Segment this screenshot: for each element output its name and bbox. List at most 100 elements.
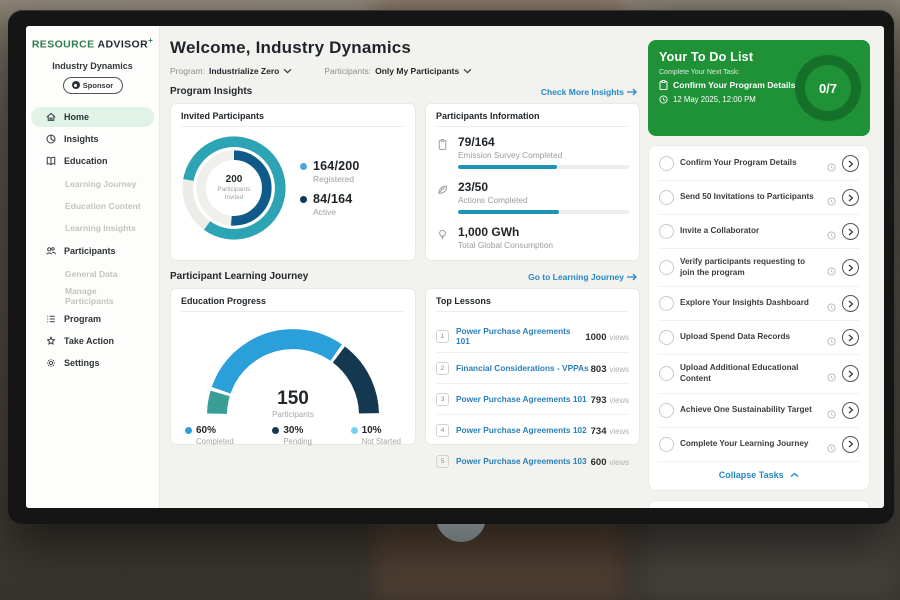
lesson-link[interactable]: Financial Considerations - VPPAs	[456, 363, 589, 373]
todo-open-button[interactable]	[842, 223, 859, 240]
sidebar-item-education-content[interactable]: Education Content	[31, 197, 154, 215]
sidebar-item-participants[interactable]: Participants	[31, 241, 154, 261]
lesson-link[interactable]: Power Purchase Agreements 103	[456, 456, 587, 466]
sidebar-item-learning-journey[interactable]: Learning Journey	[31, 175, 154, 193]
lesson-link[interactable]: Power Purchase Agreements 102	[456, 425, 587, 435]
education-progress-card: Education Progress 150 Participants 60% C…	[170, 288, 416, 446]
info-icon	[827, 227, 836, 240]
actions-icon	[436, 183, 450, 197]
sidebar-item-insights[interactable]: Insights	[31, 129, 154, 149]
sidebar-item-label: Program	[64, 313, 102, 324]
todo-item-explore-your-insights-dashboard: Explore Your Insights Dashboard	[658, 287, 860, 322]
info-icon	[827, 333, 836, 346]
sidebar-item-take-action[interactable]: Take Action	[31, 331, 154, 351]
todo-due-date: 12 May 2025, 12:00 PM	[659, 95, 859, 104]
todo-checkbox[interactable]	[659, 260, 674, 276]
legend-value: 60%	[196, 425, 217, 436]
legend-value: 10%	[361, 425, 382, 436]
sidebar-item-label: Insights	[64, 133, 99, 144]
sidebar-item-settings[interactable]: Settings	[31, 353, 154, 373]
todo-item-label: Upload Additional Educational Content	[680, 363, 799, 383]
todo-title: Your To Do List	[659, 50, 754, 64]
chevron-right-icon	[848, 194, 853, 201]
todo-open-button[interactable]	[842, 295, 859, 313]
todo-item-upload-additional-educational-content: Upload Additional Educational Content	[658, 355, 860, 394]
participants-information-title: Participants Information	[436, 111, 629, 127]
filter-participants[interactable]: Participants: Only My Participants	[324, 66, 472, 76]
legend-dot	[300, 162, 307, 170]
sidebar-item-general-data[interactable]: General Data	[31, 265, 154, 283]
todo-item-send-50-invitations-to-participants: Send 50 Invitations to Participants	[658, 181, 860, 215]
todo-checkbox[interactable]	[659, 402, 674, 418]
clock-icon	[659, 95, 668, 104]
todo-checkbox[interactable]	[659, 296, 674, 312]
gauge-center: 150 Participants	[198, 389, 388, 419]
sidebar-item-label: Learning Journey	[65, 178, 137, 189]
sidebar-item-manage-participants[interactable]: Manage Participants	[31, 286, 154, 306]
todo-open-button[interactable]	[842, 155, 859, 172]
stat-emission-survey-completed: 79/164 Emission Survey Completed	[436, 135, 629, 169]
program-insights-title: Program Insights	[170, 86, 253, 97]
education-legend-not-started: 10% Not Started	[350, 425, 401, 446]
todo-checkbox[interactable]	[659, 330, 674, 346]
todo-checkbox[interactable]	[659, 366, 674, 382]
todo-open-button[interactable]	[842, 365, 859, 383]
todo-item-label: Confirm Your Program Details	[680, 158, 797, 168]
brand-primary: RESOURCE	[31, 38, 95, 51]
sidebar-item-education[interactable]: Education	[31, 151, 154, 171]
go-to-learning-journey-link[interactable]: Go to Learning Journey	[528, 272, 638, 282]
todo-item-complete-your-learning-journey: Complete Your Learning Journey	[658, 428, 860, 462]
legend-value: 30%	[283, 425, 304, 436]
filter-label: Program:	[170, 66, 205, 76]
collapse-tasks-link[interactable]: Collapse Tasks	[658, 462, 860, 489]
filter-program[interactable]: Program: Industrialize Zero	[170, 66, 292, 76]
sidebar-item-home[interactable]: Home	[31, 106, 154, 127]
info-icon	[827, 440, 836, 453]
legend-label: Pending	[283, 437, 312, 446]
todo-open-button[interactable]	[842, 189, 859, 206]
filter-label: Participants:	[324, 66, 372, 76]
stat-total-global-consumption: 1,000 GWh Total Global Consumption	[436, 225, 629, 250]
todo-checkbox[interactable]	[659, 224, 674, 239]
filter-value: Only My Participants	[375, 66, 460, 76]
education-legend-pending: 30% Pending	[272, 425, 312, 446]
invited-participants-title: Invited Participants	[181, 111, 405, 127]
todo-checkbox[interactable]	[659, 156, 674, 171]
todo-open-button[interactable]	[842, 435, 859, 453]
lesson-row: 5 Power Purchase Agreements 103 600 views	[436, 446, 629, 476]
sidebar-item-label: Education Content	[65, 200, 141, 211]
gauge-segment	[207, 329, 379, 416]
lesson-link[interactable]: Power Purchase Agreements 101	[456, 394, 587, 404]
education-legend: 60% Completed 30% Pending 10% Not Started	[181, 425, 405, 446]
sidebar-item-learning-insights[interactable]: Learning Insights	[31, 219, 154, 237]
chevron-up-icon	[790, 472, 799, 477]
sidebar-item-program[interactable]: Program	[31, 309, 154, 329]
todo-checkbox[interactable]	[659, 436, 674, 452]
todo-checkbox[interactable]	[659, 190, 674, 205]
stat-value: 1,000 GWh	[458, 225, 520, 239]
lesson-row: 3 Power Purchase Agreements 101 793 views	[436, 384, 629, 415]
todo-open-button[interactable]	[842, 329, 859, 347]
lesson-rank: 2	[436, 361, 449, 375]
sidebar-item-label: Settings	[64, 357, 100, 368]
info-icon	[827, 193, 836, 206]
check-more-insights-link[interactable]: Check More Insights	[541, 87, 638, 97]
gauge-svg	[207, 329, 379, 416]
stat-progress-bar	[458, 210, 629, 214]
lesson-row: 1 Power Purchase Agreements 101 1000 views	[436, 320, 629, 353]
todo-open-button[interactable]	[842, 401, 859, 419]
donut-inner-arc	[196, 150, 272, 226]
sponsor-role-icon	[71, 81, 80, 89]
lesson-views-label: views	[609, 396, 630, 405]
lesson-link[interactable]: Power Purchase Agreements 101	[456, 326, 571, 346]
stat-label: Actions Completed	[458, 195, 528, 205]
page-title: Welcome, Industry Dynamics	[170, 38, 412, 57]
participants-icon	[45, 245, 57, 257]
stat-label: Total Global Consumption	[458, 240, 554, 250]
todo-item-label: Verify participants requesting to join t…	[680, 257, 806, 277]
insights-icon	[45, 133, 57, 145]
donut-center-label: Participants Invited	[217, 185, 251, 201]
sidebar-item-label: Education	[64, 155, 108, 166]
todo-open-button[interactable]	[842, 259, 859, 277]
learning-cards-row: Education Progress 150 Participants 60% C…	[170, 288, 640, 468]
